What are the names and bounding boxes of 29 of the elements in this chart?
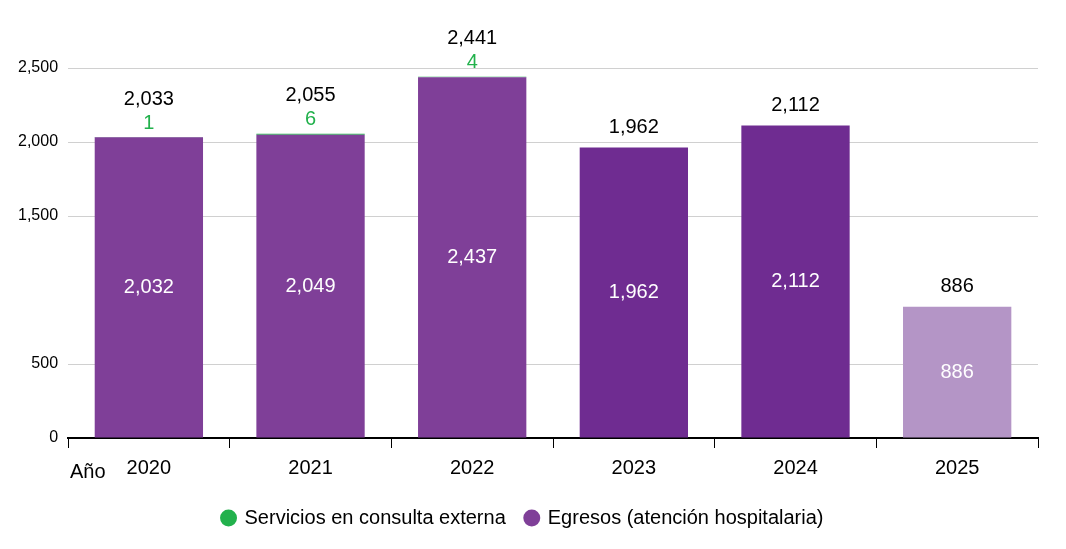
data-label: 1: [143, 110, 155, 133]
data-label: 6: [304, 107, 317, 130]
legend-label: Egresos (atención hospitalaria): [547, 505, 824, 528]
x-tick-label: 2022: [449, 455, 495, 478]
x-tick-label: 2021: [288, 455, 333, 478]
total-label: 2,441: [447, 26, 498, 49]
total-label: 2,033: [123, 86, 174, 109]
x-tick-label: 2024: [773, 455, 818, 478]
data-label: 4: [466, 50, 478, 73]
y-tick-label: 2,500: [17, 58, 59, 76]
x-tick-label: 2020: [126, 455, 172, 478]
total-label: 2,112: [771, 92, 820, 115]
y-tick-label: 500: [31, 354, 59, 372]
total-label: 886: [940, 274, 974, 297]
data-label: 2,112: [771, 268, 820, 291]
y-tick-label: 2,000: [17, 132, 59, 150]
legend-label: Servicios en consulta externa: [244, 505, 507, 528]
data-label: 1,962: [608, 280, 659, 303]
data-label: 886: [940, 359, 974, 382]
x-tick-label: 2025: [934, 455, 980, 478]
data-label: 2,049: [285, 273, 336, 296]
data-label: 2,032: [123, 274, 174, 297]
data-label: 2,437: [447, 244, 498, 267]
y-tick-label: 0: [49, 428, 59, 446]
x-axis-title: Año: [70, 459, 106, 482]
y-tick-label: 1,500: [17, 206, 59, 224]
total-label: 1,962: [608, 115, 659, 138]
total-label: 2,055: [285, 83, 336, 106]
x-tick-label: 2023: [611, 455, 657, 478]
